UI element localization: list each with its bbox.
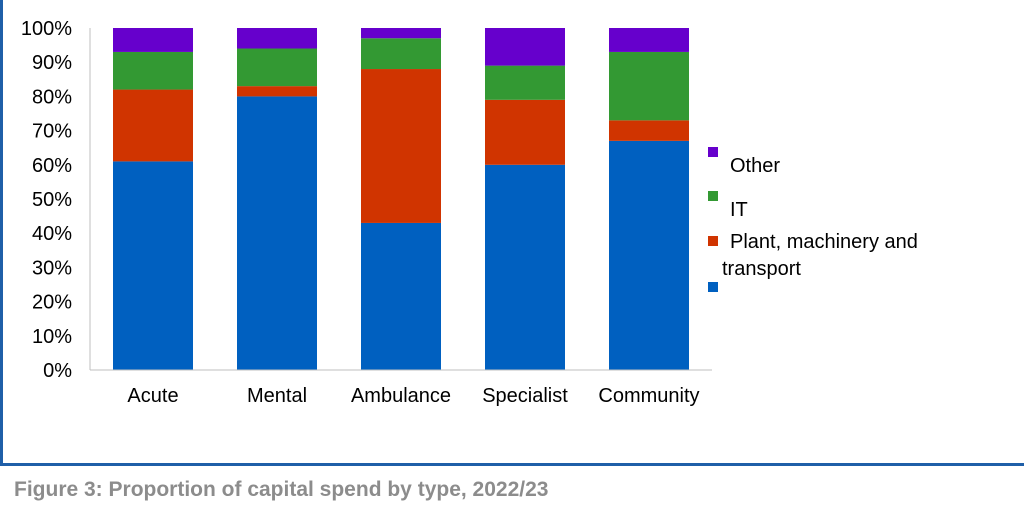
y-tick-label: 0% <box>43 360 72 382</box>
capital-spend-chart: 0% 10% 20% 30% 40% 50% 60% 70% 80% 90% 100% Acute M… <box>21 18 918 407</box>
legend-marker-s4 <box>708 147 718 157</box>
y-tick-label: 70% <box>32 121 72 143</box>
y-tick-label: 60% <box>32 155 72 177</box>
bar-segment-s2-community <box>609 120 689 141</box>
y-tick-label: 30% <box>32 257 72 279</box>
category-label-mental: Mental <box>247 385 307 407</box>
bar-segment-s3-ambulance <box>361 38 441 70</box>
axis-layer <box>89 28 712 371</box>
legend-label-s2: Plant, machinery and <box>730 231 918 253</box>
caption-divider <box>0 463 1024 466</box>
bar-segment-s1-specialist <box>485 164 565 370</box>
bar-segment-s3-acute <box>113 51 193 90</box>
bar-segment-s1-ambulance <box>361 222 441 370</box>
bar-segment-s4-community <box>609 28 689 52</box>
bar-segment-s2-acute <box>113 89 193 162</box>
y-tick-label: 40% <box>32 223 72 245</box>
y-tick-labels: 0% 10% 20% 30% 40% 50% 60% 70% 80% 90% 100% <box>21 18 72 382</box>
left-frame-rule <box>0 0 3 466</box>
y-tick-label: 50% <box>32 189 72 211</box>
bar-segment-s1-community <box>609 140 689 370</box>
bar-segment-s1-mental <box>237 96 317 371</box>
bar-segment-s4-ambulance <box>361 28 441 39</box>
bar-segment-s4-specialist <box>485 28 565 66</box>
legend-label-s2: transport <box>722 258 801 280</box>
bars-layer <box>113 28 689 371</box>
figure-caption: Figure 3: Proportion of capital spend by… <box>14 478 549 501</box>
bar-segment-s4-mental <box>237 28 317 49</box>
legend: Other IT Plant, machinery and transport <box>708 147 918 292</box>
bar-segment-s4-acute <box>113 28 193 52</box>
category-label-ambulance: Ambulance <box>351 385 451 407</box>
legend-label-s3: IT <box>730 199 748 221</box>
y-tick-label: 20% <box>32 292 72 314</box>
legend-marker-s2 <box>708 236 718 246</box>
legend-marker-s1 <box>708 282 718 292</box>
y-tick-label: 10% <box>32 326 72 348</box>
bar-segment-s3-specialist <box>485 65 565 100</box>
bar-segment-s2-specialist <box>485 99 565 165</box>
category-labels: Acute Mental Ambulance Specialist Community <box>127 385 699 407</box>
legend-label-s4: Other <box>730 155 780 177</box>
bar-segment-s3-mental <box>237 48 317 87</box>
category-label-specialist: Specialist <box>482 385 568 407</box>
bar-segment-s2-ambulance <box>361 69 441 223</box>
category-label-community: Community <box>598 385 699 407</box>
bar-segment-s2-mental <box>237 86 317 97</box>
category-label-acute: Acute <box>127 385 178 407</box>
bar-segment-s3-community <box>609 51 689 121</box>
y-tick-label: 80% <box>32 86 72 108</box>
legend-marker-s3 <box>708 191 718 201</box>
y-tick-label: 100% <box>21 18 72 40</box>
bar-segment-s1-acute <box>113 161 193 370</box>
y-tick-label: 90% <box>32 52 72 74</box>
